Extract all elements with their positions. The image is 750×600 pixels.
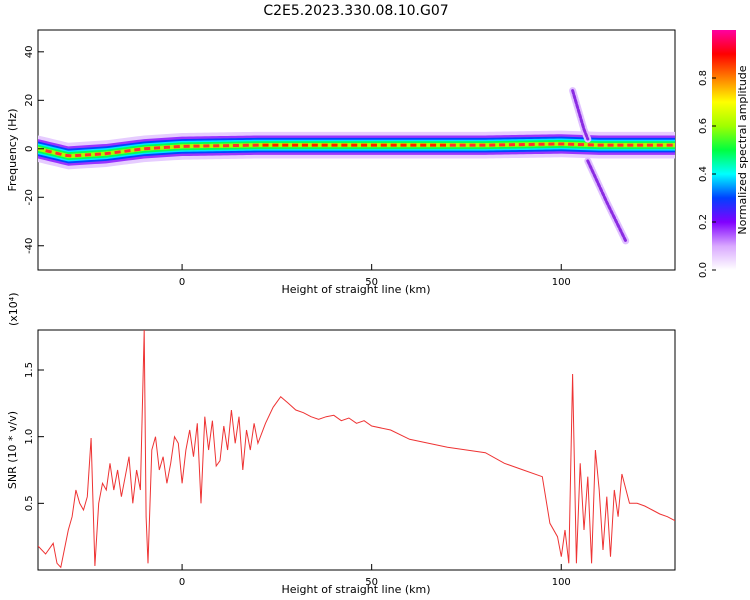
spectrogram-peak-mark (134, 147, 141, 152)
snr-y-tick-label: 0.5 (24, 495, 35, 511)
spectrogram-panel: 0 50 100 40 20 0 -20 -40 Height of straight li… (6, 29, 676, 296)
snr-y-axis-label: SNR (10 * v/v) (6, 411, 19, 489)
snr-y-tick-label: 1.0 (24, 429, 35, 445)
snr-x-ticks: 0 50 100 (179, 564, 571, 588)
spectrogram-peak-mark (55, 151, 62, 156)
spectrogram-y-tick-label: -40 (24, 238, 35, 254)
snr-y-tick-label: 1.5 (24, 362, 35, 378)
spectrogram-x-tick-label: 0 (179, 277, 185, 288)
colorbar-ticks: 0.0 0.2 0.4 0.6 0.8 (698, 70, 716, 278)
colorbar-tick-label: 0.2 (698, 214, 709, 230)
snr-frame (37, 329, 676, 571)
snr-panel: 0 50 100 0.5 1.0 1.5 Height of straight line… (6, 293, 676, 596)
colorbar-tick-label: 0.8 (698, 70, 709, 86)
colorbar-tick-label: 0.0 (698, 262, 709, 278)
spectrogram-peak-mark (104, 151, 111, 156)
spectrogram-peak-mark (65, 153, 72, 158)
snr-x-axis-label: Height of straight line (km) (281, 583, 430, 596)
spectrogram-x-axis-label: Height of straight line (km) (281, 283, 430, 296)
spectrogram-y-tick-label: 0 (24, 146, 35, 152)
snr-series-line (38, 330, 675, 569)
spectrogram-y-axis-label: Frequency (Hz) (6, 109, 19, 192)
snr-line-path (38, 330, 675, 569)
spectrogram-y-tick-label: 40 (24, 45, 35, 58)
colorbar-tick-label: 0.4 (698, 166, 709, 182)
spectrogram-secondary-trace (571, 89, 590, 141)
snr-y-scale-label: (x10⁴) (7, 293, 20, 327)
spectrogram-x-tick-label: 100 (552, 277, 571, 288)
snr-x-tick-label: 100 (552, 577, 571, 588)
colorbar: 0.0 0.2 0.4 0.6 0.8 Normalized spectral ampl… (698, 30, 749, 278)
snr-x-tick-label: 0 (179, 577, 185, 588)
spectrogram-y-ticks: 40 20 0 -20 -40 (24, 45, 44, 254)
colorbar-gradient (712, 30, 736, 270)
spectrogram-y-tick-label: 20 (24, 94, 35, 107)
spectrogram-peak-mark (114, 150, 121, 155)
spectrogram-heatmap (38, 87, 675, 245)
figure-title: C2E5.2023.330.08.10.G07 (263, 3, 448, 19)
spectrogram-y-tick-label: -20 (24, 189, 35, 205)
spectrogram-x-ticks: 0 50 100 (179, 264, 571, 288)
spectrogram-x-tick-label: 50 (365, 277, 378, 288)
spectrogram-secondary-trace (586, 159, 628, 243)
snr-y-ticks: 0.5 1.0 1.5 (24, 362, 44, 511)
colorbar-label: Normalized spectral amplitude (736, 65, 749, 234)
colorbar-tick-label: 0.6 (698, 118, 709, 134)
spectrogram-peak-mark (45, 149, 52, 154)
spectrogram-peak-mark (124, 149, 131, 153)
snr-x-tick-label: 50 (365, 577, 378, 588)
